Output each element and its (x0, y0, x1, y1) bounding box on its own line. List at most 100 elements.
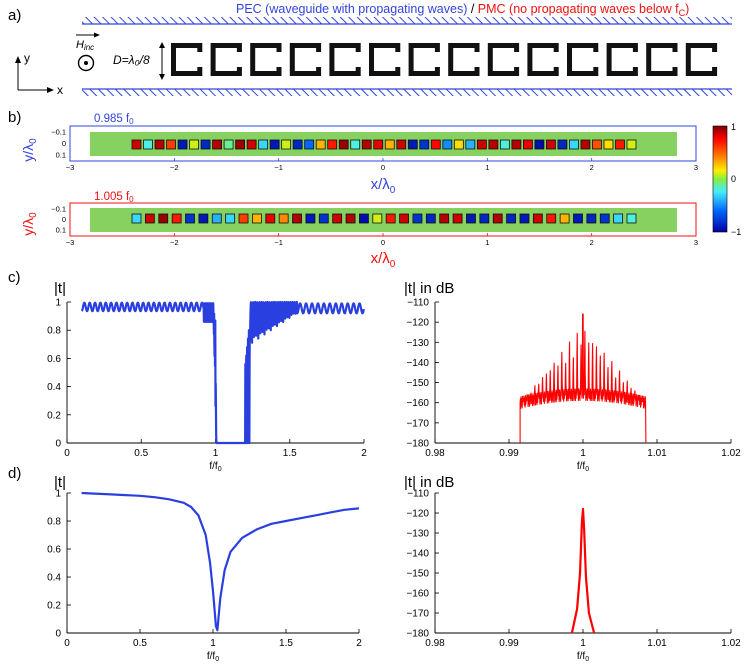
x-tick-label: 1 (580, 638, 586, 649)
c-ring (448, 43, 480, 76)
colorbar: 1 0 −1 (712, 122, 741, 237)
x-tick-label: 1.01 (647, 638, 667, 649)
c-ring (210, 43, 242, 76)
field-cell (131, 139, 142, 150)
field-cell (453, 139, 464, 150)
pec-boundary-bottom (82, 89, 732, 96)
field-x-tick-label: 1 (485, 238, 489, 247)
field-cell (452, 213, 463, 224)
resonator-field-cells (131, 139, 637, 150)
field-map-axes: −3 −2 −1 0 1 2 3 −0.1 0 0.1 (51, 128, 698, 173)
x-tick-label: 1 (580, 448, 586, 459)
field-x-tick-label: 0 (381, 238, 385, 247)
field-cell (546, 213, 557, 224)
field-cell (278, 213, 289, 224)
field-cell (200, 139, 211, 150)
chart-title: |t| (54, 474, 66, 491)
y-tick-label: −180 (406, 439, 429, 450)
field-cell (304, 139, 315, 150)
field-cell (626, 213, 637, 224)
field-cell (361, 139, 372, 150)
y-tick-label: −170 (406, 609, 429, 620)
field-cell (154, 139, 165, 150)
pec-boundary-top (82, 17, 732, 24)
field-ylabel: y/λ0 (20, 138, 39, 162)
field-cell (626, 139, 637, 150)
y-tick-label: −160 (406, 589, 429, 600)
field-cell (171, 213, 182, 224)
field-cell (281, 139, 292, 150)
x-axis-label: f/f0 (207, 651, 219, 663)
field-cell (573, 213, 583, 224)
field-x-tick-label: 0 (381, 163, 385, 172)
field-cell (425, 213, 436, 224)
boundary-legend: PEC (waveguide with propagating waves) /… (236, 2, 689, 18)
field-cell (185, 213, 195, 224)
field-cell (407, 139, 418, 150)
y-tick-label: 0 (55, 629, 61, 640)
y-tick-label: −110 (407, 489, 429, 500)
c-ring (369, 43, 401, 76)
chart-c-left: |t| 0 0.5 1 1.5 2 0 0.2 0.4 0.6 0.8 1 f/f0 (47, 280, 367, 473)
field-cell (143, 139, 153, 150)
x-tick-label: 0.5 (134, 448, 148, 459)
y-tick-label: −180 (406, 629, 429, 640)
field-cell (292, 139, 303, 150)
y-tick-label: −170 (406, 418, 429, 429)
x-tick-label: 2 (361, 448, 367, 459)
field-cell (158, 213, 169, 224)
y-tick-label: 0.6 (47, 545, 61, 556)
field-x-tick-label: 3 (694, 163, 698, 172)
field-cell (476, 139, 487, 150)
c-ring (567, 43, 599, 76)
series-line (519, 313, 647, 444)
field-cell (198, 213, 209, 224)
x-tick-label: 0.99 (499, 448, 519, 459)
field-cell (599, 213, 610, 224)
field-cell (189, 139, 199, 150)
field-cell (350, 139, 361, 150)
panel-b: b) 0.985 f0 −3 −2 −1 0 1 2 3−0.100.1 y/λ0 x/λ0… (8, 109, 741, 270)
field-cell (419, 139, 430, 150)
y-axis-label: y (24, 51, 30, 65)
field-cell (235, 139, 246, 150)
field-cell (318, 213, 329, 224)
field-cell (492, 213, 503, 224)
c-ring (487, 43, 520, 76)
field-map-1005: 1.005 f0 −3 −2 −1 0 1 2 3−0.100.1 y/λ0 x/λ0 (20, 191, 698, 270)
y-tick-label: −160 (406, 398, 429, 409)
field-y-tick-label: 0.1 (56, 226, 66, 235)
field-cell (511, 139, 522, 150)
field-cell (359, 213, 369, 224)
panel-a-label: a) (8, 7, 21, 24)
field-y-tick-label: −0.1 (51, 128, 66, 137)
field-cell (384, 139, 395, 150)
field-cell (523, 139, 533, 150)
field-cell (506, 213, 516, 224)
field-cell (396, 139, 407, 150)
field-x-tick-label: 1 (485, 163, 489, 172)
field-cell (225, 213, 236, 224)
colorbar-scale (712, 125, 728, 233)
x-tick-label: 0 (64, 448, 70, 459)
field-x-tick-label: −1 (274, 238, 283, 247)
x-axis-label: f/f0 (577, 461, 589, 473)
pmc-legend-sub: C (679, 8, 686, 18)
h-inc-label: Hinc (76, 39, 94, 52)
field-cell (131, 213, 142, 224)
field-ylabel: y/λ0 (20, 212, 39, 236)
y-tick-label: 0.8 (47, 517, 61, 528)
c-ring (329, 43, 361, 76)
field-cell (258, 139, 269, 150)
x-tick-label: 0.98 (425, 638, 445, 649)
y-tick-label: 0.4 (47, 382, 61, 393)
field-background (90, 132, 677, 156)
x-tick-label: 0.98 (425, 448, 445, 459)
resonator-field-cells (131, 213, 637, 224)
c-ring (685, 43, 718, 76)
field-x-tick-label: −2 (170, 238, 179, 247)
y-tick-label: 0.2 (47, 601, 61, 612)
x-tick-label: 1.01 (647, 448, 667, 459)
panel-a: a) PEC (waveguide with propagating waves… (8, 2, 732, 97)
chart-title: |t| in dB (404, 474, 454, 491)
